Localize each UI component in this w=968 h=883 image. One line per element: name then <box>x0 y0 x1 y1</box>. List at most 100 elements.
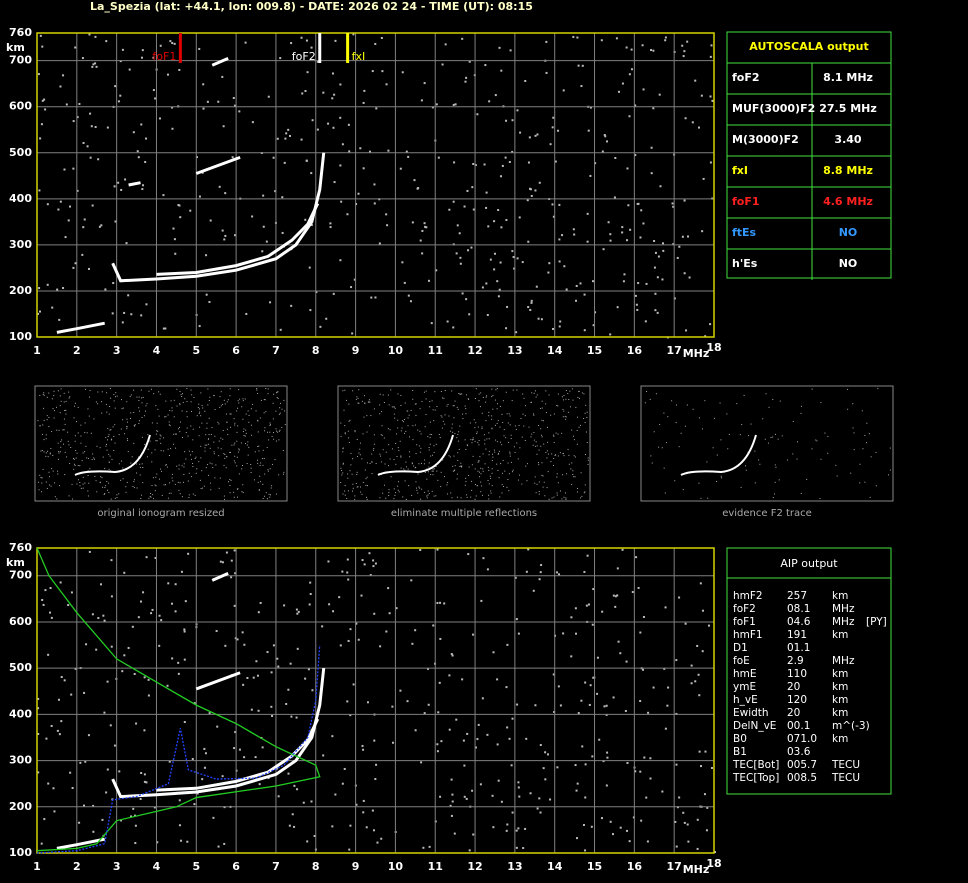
noise-dot <box>213 441 215 443</box>
noise-dot <box>626 239 629 242</box>
noise-dot <box>174 583 177 586</box>
noise-dot <box>68 495 70 497</box>
noise-dot <box>740 486 742 488</box>
noise-dot <box>366 462 368 464</box>
noise-dot <box>173 399 175 401</box>
noise-dot <box>276 137 279 140</box>
noise-dot <box>529 187 532 190</box>
noise-dot <box>436 743 439 746</box>
noise-dot <box>214 435 216 437</box>
noise-dot <box>508 490 510 492</box>
y-axis-label: km <box>6 556 25 569</box>
noise-dot <box>380 461 382 463</box>
aip-cell: 257 <box>787 590 807 602</box>
noise-dot <box>267 393 269 395</box>
noise-dot <box>507 422 509 424</box>
noise-dot <box>408 485 410 487</box>
noise-dot <box>108 453 110 455</box>
noise-dot <box>196 792 199 795</box>
noise-dot <box>282 449 284 451</box>
noise-dot <box>488 438 490 440</box>
noise-dot <box>236 431 238 433</box>
noise-dot <box>709 55 712 58</box>
noise-dot <box>285 132 288 135</box>
noise-dot <box>553 464 555 466</box>
noise-dot <box>509 415 511 417</box>
noise-dot <box>373 408 375 410</box>
noise-dot <box>533 432 535 434</box>
noise-dot <box>236 638 239 641</box>
noise-dot <box>419 430 421 432</box>
noise-dot <box>558 203 561 206</box>
noise-dot <box>70 446 72 448</box>
noise-dot <box>584 491 586 493</box>
noise-dot <box>556 492 558 494</box>
noise-dot <box>86 145 89 148</box>
noise-dot <box>385 630 388 633</box>
noise-dot <box>348 403 350 405</box>
noise-dot <box>49 453 51 455</box>
noise-dot <box>132 131 135 134</box>
noise-dot <box>161 494 163 496</box>
noise-dot <box>152 56 155 59</box>
noise-dot <box>485 448 487 450</box>
noise-dot <box>159 438 161 440</box>
noise-dot <box>82 141 85 144</box>
noise-dot <box>111 438 113 440</box>
noise-dot <box>165 416 167 418</box>
noise-dot <box>591 280 594 283</box>
noise-dot <box>687 840 690 843</box>
noise-dot <box>436 602 439 605</box>
noise-dot <box>404 419 406 421</box>
noise-dot <box>535 285 538 288</box>
noise-dot <box>168 454 170 456</box>
noise-dot <box>356 396 358 398</box>
noise-dot <box>262 498 264 500</box>
noise-dot <box>532 589 535 592</box>
noise-dot <box>455 718 458 721</box>
noise-dot <box>488 494 490 496</box>
noise-dot <box>258 450 260 452</box>
noise-dot <box>106 411 108 413</box>
aip-cell: hmF1 <box>733 629 763 641</box>
noise-dot <box>436 406 438 408</box>
noise-dot <box>621 231 624 234</box>
noise-dot <box>508 413 510 415</box>
noise-dot <box>432 468 434 470</box>
noise-dot <box>167 448 169 450</box>
noise-dot <box>704 400 706 402</box>
noise-dot <box>92 63 95 66</box>
noise-dot <box>198 412 200 414</box>
noise-dot <box>84 388 86 390</box>
noise-dot <box>293 825 296 828</box>
noise-dot <box>341 470 343 472</box>
noise-dot <box>727 448 729 450</box>
noise-dot <box>627 204 630 207</box>
noise-dot <box>539 744 542 747</box>
noise-dot <box>515 846 518 849</box>
noise-dot <box>479 406 481 408</box>
noise-dot <box>281 408 283 410</box>
aip-cell: 08.1 <box>787 603 810 615</box>
noise-dot <box>562 416 564 418</box>
noise-dot <box>441 63 444 66</box>
noise-dot <box>475 388 477 390</box>
y-tick-label: 400 <box>9 707 32 720</box>
noise-dot <box>381 434 383 436</box>
noise-dot <box>169 410 171 412</box>
noise-dot <box>414 403 416 405</box>
noise-dot <box>247 410 249 412</box>
aip-cell: 071.0 <box>787 733 817 745</box>
noise-dot <box>530 401 532 403</box>
noise-dot <box>426 478 428 480</box>
noise-dot <box>493 252 496 255</box>
noise-dot <box>131 456 133 458</box>
x-tick-label: 10 <box>388 344 404 357</box>
noise-dot <box>540 428 542 430</box>
noise-dot <box>237 496 239 498</box>
noise-dot <box>420 761 423 764</box>
noise-dot <box>573 439 575 441</box>
row-value: 27.5 MHz <box>819 102 877 115</box>
noise-dot <box>661 278 664 281</box>
noise-dot <box>190 454 192 456</box>
